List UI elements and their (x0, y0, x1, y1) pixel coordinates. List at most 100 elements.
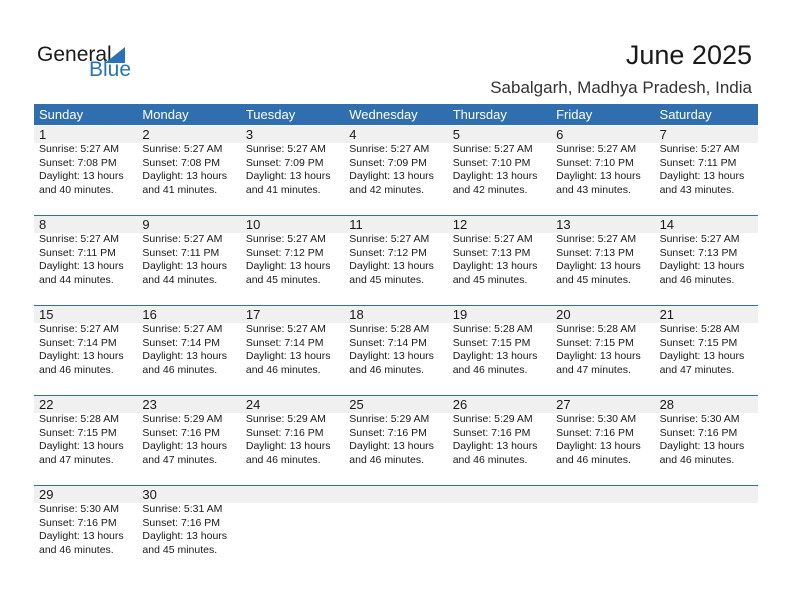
weekday-wednesday: Wednesday (349, 107, 418, 122)
day-cell: 8 Sunrise: 5:27 AM Sunset: 7:11 PM Daylight… (34, 216, 137, 306)
daylight-minutes-text: and 46 minutes. (142, 363, 218, 376)
daylight-minutes-text: and 46 minutes. (245, 363, 321, 376)
daylight-text: Daylight: 13 hours (349, 440, 434, 453)
sunset-text: Sunset: 7:16 PM (245, 426, 324, 439)
day-number: 12 (452, 217, 468, 232)
day-cell: 29 Sunrise: 5:30 AM Sunset: 7:16 PM Dayligh… (34, 486, 137, 576)
daylight-minutes-text: and 46 minutes. (452, 453, 528, 466)
sunset-text: Sunset: 7:14 PM (142, 336, 221, 349)
day-number-bar (34, 216, 758, 233)
daylight-minutes-text: and 41 minutes. (245, 183, 321, 196)
sunrise-text: Sunrise: 5:27 AM (349, 143, 430, 155)
daylight-text: Daylight: 13 hours (556, 440, 641, 453)
day-cell: 11 Sunrise: 5:27 AM Sunset: 7:12 PM Dayligh… (344, 216, 447, 306)
day-number: 1 (39, 127, 47, 142)
sunset-text: Sunset: 7:13 PM (452, 246, 531, 259)
sunset-text: Sunset: 7:15 PM (452, 336, 531, 349)
daylight-text: Daylight: 13 hours (452, 350, 538, 363)
week-row: 29 Sunrise: 5:30 AM Sunset: 7:16 PM Dayligh… (34, 485, 758, 576)
day-number-bar (34, 306, 758, 323)
day-cell: 24 Sunrise: 5:29 AM Sunset: 7:16 PM Dayligh… (241, 396, 344, 486)
weekday-saturday: Saturday (659, 107, 712, 122)
day-number: 9 (142, 217, 150, 232)
sunrise-text: Sunrise: 5:27 AM (142, 323, 223, 335)
day-cell: 28 Sunrise: 5:30 AM Sunset: 7:16 PM Dayligh… (655, 396, 758, 486)
sunset-text: Sunset: 7:09 PM (245, 156, 324, 169)
day-cell: 5 Sunrise: 5:27 AM Sunset: 7:10 PM Daylight… (448, 126, 551, 216)
sunrise-text: Sunrise: 5:29 AM (349, 413, 430, 425)
daylight-minutes-text: and 46 minutes. (349, 363, 424, 376)
daylight-text: Daylight: 13 hours (39, 350, 124, 363)
daylight-minutes-text: and 46 minutes. (245, 453, 321, 466)
daylight-text: Daylight: 13 hours (452, 440, 538, 453)
sunrise-text: Sunrise: 5:27 AM (245, 323, 326, 335)
weekday-tuesday: Tuesday (245, 107, 296, 122)
daylight-minutes-text: and 42 minutes. (349, 183, 424, 196)
sunrise-text: Sunrise: 5:27 AM (452, 233, 533, 245)
daylight-minutes-text: and 45 minutes. (349, 273, 424, 286)
day-number: 14 (659, 217, 675, 232)
daylight-text: Daylight: 13 hours (142, 440, 228, 453)
day-number: 19 (452, 307, 468, 322)
day-cell: 20 Sunrise: 5:28 AM Sunset: 7:15 PM Dayligh… (551, 306, 654, 396)
daylight-minutes-text: and 46 minutes. (39, 363, 114, 376)
day-cell: 21 Sunrise: 5:28 AM Sunset: 7:15 PM Dayligh… (655, 306, 758, 396)
sunrise-text: Sunrise: 5:28 AM (39, 413, 119, 425)
sunrise-text: Sunrise: 5:28 AM (659, 323, 740, 335)
sunrise-text: Sunrise: 5:27 AM (556, 233, 637, 245)
day-cell: 3 Sunrise: 5:27 AM Sunset: 7:09 PM Daylight… (241, 126, 344, 216)
day-number: 5 (452, 127, 460, 142)
daylight-minutes-text: and 46 minutes. (659, 273, 735, 286)
daylight-minutes-text: and 46 minutes. (39, 543, 114, 556)
sunrise-text: Sunrise: 5:30 AM (556, 413, 637, 425)
day-cell: 17 Sunrise: 5:27 AM Sunset: 7:14 PM Dayligh… (241, 306, 344, 396)
sunrise-text: Sunrise: 5:27 AM (659, 233, 740, 245)
daylight-minutes-text: and 45 minutes. (142, 543, 218, 556)
day-number: 7 (659, 127, 667, 142)
weekday-thursday: Thursday (452, 107, 507, 122)
sunrise-text: Sunrise: 5:27 AM (142, 143, 223, 155)
weekday-header: Sunday Monday Tuesday Wednesday Thursday Frid… (34, 104, 758, 125)
day-cell: 14 Sunrise: 5:27 AM Sunset: 7:13 PM Dayligh… (655, 216, 758, 306)
day-number: 3 (245, 127, 254, 142)
daylight-minutes-text: and 44 minutes. (39, 273, 114, 286)
week-row: 22 Sunrise: 5:28 AM Sunset: 7:15 PM Dayligh… (34, 395, 758, 486)
day-number-bar (34, 126, 758, 143)
sunset-text: Sunset: 7:12 PM (245, 246, 324, 259)
day-cell: 1 Sunrise: 5:27 AM Sunset: 7:08 PM Daylight… (34, 126, 137, 216)
sunrise-text: Sunrise: 5:27 AM (659, 143, 740, 155)
day-cell: 4 Sunrise: 5:27 AM Sunset: 7:09 PM Daylight… (344, 126, 447, 216)
daylight-text: Daylight: 13 hours (39, 440, 124, 453)
day-number: 29 (39, 487, 54, 502)
daylight-text: Daylight: 13 hours (556, 170, 641, 183)
sunrise-text: Sunrise: 5:27 AM (39, 143, 119, 155)
day-cell: 12 Sunrise: 5:27 AM Sunset: 7:13 PM Dayligh… (448, 216, 551, 306)
sunset-text: Sunset: 7:10 PM (556, 156, 634, 169)
sunrise-text: Sunrise: 5:29 AM (245, 413, 326, 425)
logo-blue: Blue (89, 58, 132, 81)
daylight-minutes-text: and 42 minutes. (452, 183, 528, 196)
day-number-bar (34, 486, 758, 503)
day-cell: 30 Sunrise: 5:31 AM Sunset: 7:16 PM Dayligh… (137, 486, 240, 576)
daylight-minutes-text: and 43 minutes. (659, 183, 735, 196)
sunrise-text: Sunrise: 5:27 AM (245, 143, 326, 155)
daylight-minutes-text: and 45 minutes. (452, 273, 528, 286)
day-number: 10 (245, 217, 261, 232)
day-number: 21 (659, 307, 675, 322)
sunset-text: Sunset: 7:11 PM (39, 246, 116, 259)
daylight-text: Daylight: 13 hours (349, 350, 434, 363)
daylight-text: Daylight: 13 hours (452, 260, 538, 273)
daylight-minutes-text: and 46 minutes. (349, 453, 424, 466)
day-cell: 16 Sunrise: 5:27 AM Sunset: 7:14 PM Dayligh… (137, 306, 240, 396)
daylight-text: Daylight: 13 hours (659, 170, 745, 183)
daylight-text: Daylight: 13 hours (245, 170, 331, 183)
sunset-text: Sunset: 7:15 PM (659, 336, 738, 349)
day-cell: 10 Sunrise: 5:27 AM Sunset: 7:12 PM Dayligh… (241, 216, 344, 306)
sunset-text: Sunset: 7:16 PM (452, 426, 531, 439)
sunrise-text: Sunrise: 5:28 AM (556, 323, 637, 335)
daylight-text: Daylight: 13 hours (349, 170, 434, 183)
sunset-text: Sunset: 7:14 PM (349, 336, 427, 349)
page-title: June 2025 (625, 40, 752, 70)
daylight-minutes-text: and 41 minutes. (142, 183, 218, 196)
week-row: 1 Sunrise: 5:27 AM Sunset: 7:08 PM Daylight… (34, 126, 758, 216)
